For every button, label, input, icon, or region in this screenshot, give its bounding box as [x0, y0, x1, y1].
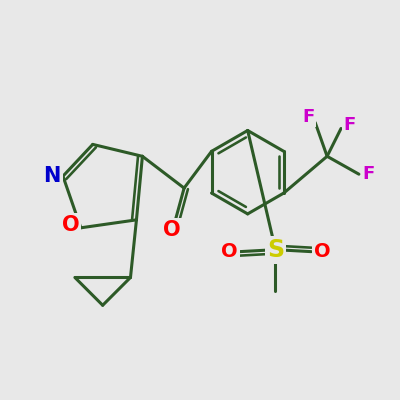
Text: N: N [44, 166, 61, 186]
Text: S: S [267, 238, 284, 262]
Text: F: F [363, 165, 375, 183]
Text: O: O [314, 242, 331, 261]
Text: O: O [62, 215, 80, 235]
Text: F: F [344, 116, 356, 134]
Text: O: O [163, 220, 181, 240]
Text: O: O [222, 242, 238, 261]
Text: F: F [302, 108, 314, 126]
